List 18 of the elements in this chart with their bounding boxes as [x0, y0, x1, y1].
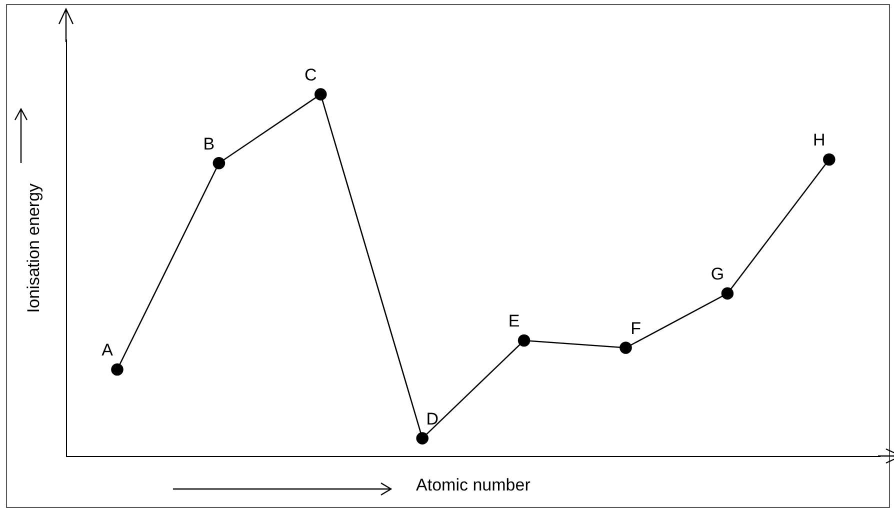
point: [620, 342, 632, 354]
point: [416, 432, 428, 444]
annotation: A: [102, 340, 114, 360]
annotation: F: [630, 318, 641, 338]
point: [314, 88, 327, 100]
annotation: D: [426, 409, 438, 428]
annotation: G: [710, 264, 724, 284]
point: [721, 287, 734, 300]
point: [823, 153, 836, 166]
y-axis-title: Ionisation energy: [24, 182, 43, 313]
annotation: H: [813, 130, 826, 150]
point: [111, 363, 124, 376]
point: [518, 334, 530, 347]
point: [212, 156, 226, 170]
annotation: B: [203, 134, 215, 154]
annotation: E: [508, 312, 520, 331]
annotation: C: [304, 66, 317, 84]
x-axis-title: Atomic number: [416, 475, 531, 494]
